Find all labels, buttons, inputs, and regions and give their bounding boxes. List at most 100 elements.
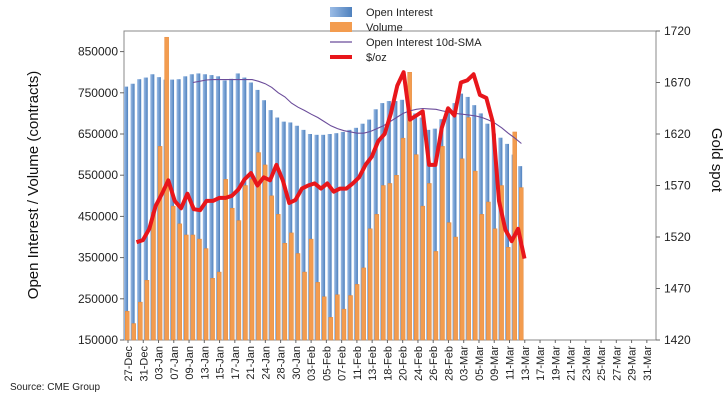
volume-bar: [190, 234, 196, 341]
volume-bar: [466, 117, 471, 341]
volume-bar: [308, 238, 314, 341]
volume-bar: [473, 170, 478, 341]
volume-bar: [243, 185, 248, 341]
y-left-tick-label: 450000: [78, 209, 118, 223]
volume-bar: [262, 164, 268, 341]
x-tick-label: 03-Feb: [306, 346, 318, 381]
volume-bar: [387, 183, 393, 341]
y-right-tick-label: 1520: [664, 230, 691, 244]
volume-bar: [144, 280, 150, 341]
x-tick-label: 26-Feb: [428, 346, 440, 381]
volume-bar: [289, 232, 294, 341]
open-interest-bar: [137, 79, 142, 340]
y-axis-left-label: Open Interest / Volume (contracts): [25, 71, 42, 299]
x-tick-label: 13-Mar: [520, 346, 532, 381]
y-left-tick-label: 350000: [78, 251, 118, 265]
y-axis-right-label: Gold spot: [708, 128, 724, 193]
x-tick-label: 20-Feb: [398, 346, 410, 381]
x-tick-label: 27-Dec: [123, 346, 135, 382]
open-interest-bar: [504, 143, 510, 340]
volume-bar: [374, 214, 380, 341]
y-right-tick-label: 1620: [664, 127, 691, 141]
volume-bar: [170, 205, 176, 341]
x-tick-label: 11-Feb: [352, 346, 364, 380]
source-note: Source: CME Group: [10, 382, 101, 393]
open-interest-bar: [176, 79, 181, 340]
open-interest-bar: [143, 77, 148, 340]
x-tick-label: 18-Feb: [382, 346, 394, 381]
volume-bar: [230, 207, 235, 341]
volume-bar: [138, 301, 143, 341]
x-tick-label: 21-Jan: [245, 346, 257, 380]
volume-bar: [499, 185, 504, 341]
volume-bar: [505, 247, 511, 341]
volume-bar: [124, 310, 130, 341]
y-left-tick-label: 550000: [78, 168, 118, 182]
volume-bar: [322, 296, 327, 341]
volume-bar: [407, 71, 412, 341]
x-tick-label: 15-Jan: [215, 346, 227, 380]
volume-bar: [348, 295, 353, 341]
x-tick-label: 24-Feb: [413, 346, 425, 381]
volume-bar: [459, 158, 465, 341]
x-tick-label: 17-Mar: [535, 346, 547, 381]
x-tick-label: 24-Jan: [260, 346, 272, 380]
open-interest-bar: [301, 129, 306, 340]
volume-bar: [413, 154, 419, 341]
volume-bar: [433, 251, 439, 341]
open-interest-bar: [321, 134, 326, 340]
open-interest-bar: [288, 122, 293, 341]
volume-bar: [519, 187, 524, 341]
volume-bar: [427, 183, 432, 341]
open-interest-bar: [314, 134, 319, 340]
sma-line: [192, 79, 522, 144]
open-interest-bar: [150, 74, 155, 340]
open-interest-bar: [347, 129, 352, 340]
x-tick-label: 13-Jan: [199, 346, 211, 380]
x-tick-label: 31-Dec: [138, 346, 150, 382]
y-left-tick-label: 850000: [78, 45, 118, 59]
open-interest-bar: [215, 76, 221, 340]
volume-bar: [315, 282, 320, 341]
x-tick-label: 09-Mar: [489, 346, 501, 381]
x-tick-label: 07-Feb: [337, 346, 349, 381]
x-tick-label: 09-Jan: [184, 346, 196, 380]
volume-bar: [216, 271, 222, 341]
y-left-tick-label: 650000: [78, 127, 118, 141]
volume-bar: [203, 248, 209, 341]
volume-bar: [361, 267, 366, 341]
volume-bar: [420, 205, 426, 341]
x-tick-label: 29-Mar: [627, 346, 639, 381]
x-tick-label: 03-Jan: [154, 346, 166, 380]
x-tick-label: 28-Feb: [443, 346, 455, 381]
volume-bar: [486, 201, 491, 341]
open-interest-bar: [432, 128, 437, 340]
open-interest-bar: [130, 83, 135, 341]
volume-bar: [394, 174, 399, 341]
legend-label: Volume: [366, 22, 403, 34]
volume-bar: [381, 185, 386, 341]
x-tick-label: 27-Mar: [611, 346, 623, 381]
open-interest-bar: [452, 103, 457, 340]
volume-bar: [354, 284, 360, 341]
open-interest-bar: [202, 74, 207, 340]
volume-bar: [249, 179, 255, 341]
open-interest-bar: [307, 134, 312, 340]
open-interest-bar: [235, 73, 240, 340]
x-tick-label: 30-Jan: [291, 346, 303, 380]
volume-bar: [131, 323, 137, 341]
y-right-tick-label: 1670: [664, 76, 691, 90]
volume-bar: [341, 308, 347, 341]
volume-bar: [367, 228, 373, 341]
volume-bar: [328, 317, 334, 341]
x-tick-label: 21-Mar: [566, 346, 578, 381]
legend-label: Open Interest 10d-SMA: [366, 37, 482, 49]
y-right-tick-label: 1420: [664, 333, 691, 347]
open-interest-bar: [209, 75, 214, 341]
y-left-tick-label: 250000: [78, 292, 118, 306]
open-interest-bar: [294, 125, 299, 340]
open-interest-bar: [281, 121, 286, 340]
x-tick-label: 17-Jan: [230, 346, 242, 380]
x-tick-label: 07-Jan: [169, 346, 181, 380]
